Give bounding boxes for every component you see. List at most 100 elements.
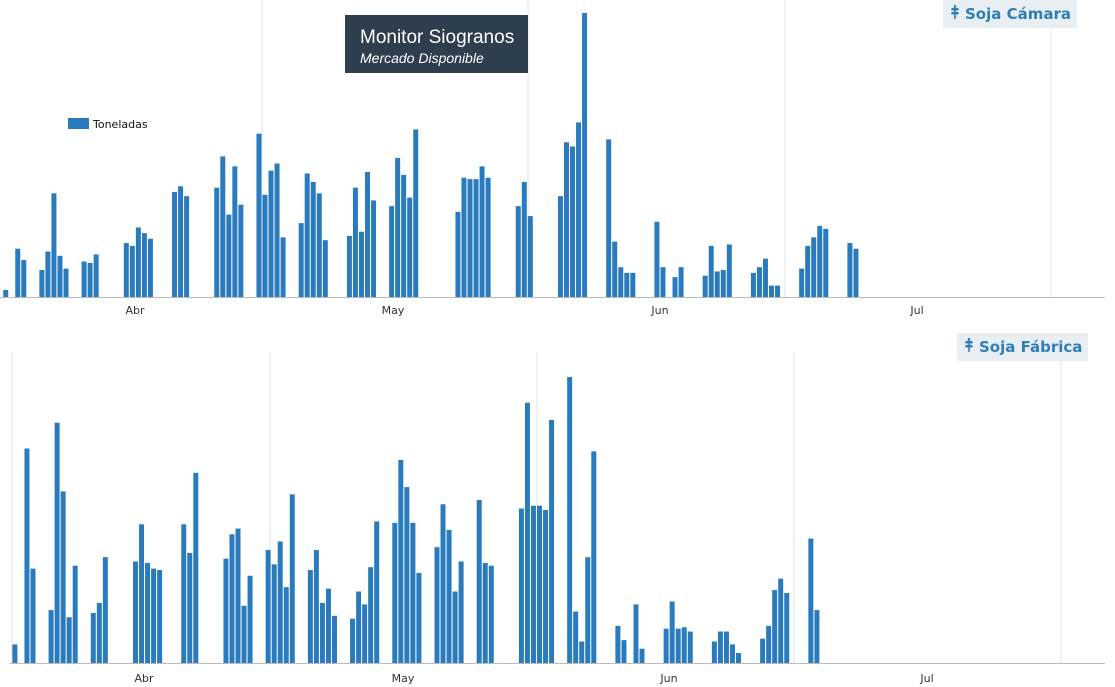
bar[interactable] — [729, 644, 735, 663]
bar[interactable] — [723, 631, 729, 663]
bar[interactable] — [48, 610, 54, 663]
bar[interactable] — [220, 156, 226, 297]
bar[interactable] — [455, 211, 461, 297]
bar[interactable] — [775, 285, 781, 297]
bar[interactable] — [515, 206, 521, 297]
bar[interactable] — [24, 448, 30, 664]
bar[interactable] — [313, 550, 319, 663]
bar[interactable] — [398, 459, 404, 663]
bar[interactable] — [805, 245, 811, 297]
bar[interactable] — [567, 377, 573, 663]
bar[interactable] — [416, 572, 422, 663]
bar[interactable] — [660, 267, 666, 297]
bar[interactable] — [557, 196, 563, 297]
bar[interactable] — [772, 590, 778, 663]
bar[interactable] — [585, 557, 591, 663]
bar[interactable] — [21, 260, 27, 297]
bar[interactable] — [736, 652, 741, 663]
bar[interactable] — [96, 602, 102, 663]
bar[interactable] — [591, 451, 597, 663]
bar[interactable] — [66, 617, 72, 663]
bar[interactable] — [678, 267, 684, 297]
bar[interactable] — [181, 524, 187, 663]
bar[interactable] — [473, 179, 479, 297]
bar[interactable] — [654, 221, 660, 297]
bar[interactable] — [352, 187, 358, 297]
bar[interactable] — [232, 166, 238, 297]
bar[interactable] — [129, 245, 135, 297]
bar[interactable] — [241, 605, 247, 663]
bar[interactable] — [413, 129, 419, 297]
bar[interactable] — [392, 522, 398, 663]
bar[interactable] — [298, 223, 304, 297]
bar[interactable] — [452, 591, 458, 664]
bar[interactable] — [157, 570, 163, 663]
bar[interactable] — [247, 575, 253, 663]
bar[interactable] — [193, 472, 199, 663]
bar[interactable] — [756, 267, 762, 297]
bar[interactable] — [434, 547, 440, 663]
bar[interactable] — [184, 196, 190, 297]
bar[interactable] — [226, 214, 232, 297]
bar[interactable] — [814, 610, 820, 663]
bar[interactable] — [530, 505, 536, 663]
bar[interactable] — [356, 591, 362, 664]
bar[interactable] — [57, 255, 63, 297]
bar[interactable] — [322, 240, 328, 297]
bar[interactable] — [277, 541, 283, 663]
bar[interactable] — [214, 187, 220, 297]
bar[interactable] — [358, 231, 364, 297]
bar[interactable] — [799, 268, 805, 297]
bar[interactable] — [524, 402, 530, 663]
bar[interactable] — [316, 193, 322, 297]
bar[interactable] — [672, 277, 678, 297]
bar[interactable] — [262, 194, 268, 297]
bar[interactable] — [274, 163, 280, 297]
bar[interactable] — [87, 262, 93, 297]
bar[interactable] — [479, 166, 485, 297]
bar[interactable] — [401, 174, 407, 297]
bar[interactable] — [12, 644, 18, 663]
bar[interactable] — [265, 550, 271, 663]
bar[interactable] — [762, 258, 768, 297]
bar[interactable] — [687, 631, 693, 663]
bar[interactable] — [633, 604, 639, 663]
bar[interactable] — [368, 567, 374, 663]
bar[interactable] — [172, 191, 178, 297]
bar[interactable] — [283, 587, 289, 663]
bar[interactable] — [639, 648, 645, 663]
bar[interactable] — [482, 562, 488, 663]
bar[interactable] — [711, 641, 717, 663]
bar[interactable] — [681, 627, 687, 663]
bar[interactable] — [778, 578, 784, 663]
bar[interactable] — [823, 228, 829, 297]
bar[interactable] — [630, 272, 636, 297]
bar[interactable] — [331, 615, 337, 663]
bar[interactable] — [582, 13, 588, 297]
bar[interactable] — [817, 226, 823, 297]
bar[interactable] — [766, 625, 772, 663]
bar[interactable] — [238, 204, 244, 297]
bar[interactable] — [346, 235, 352, 297]
bar[interactable] — [563, 142, 569, 297]
bar[interactable] — [3, 289, 9, 297]
bar[interactable] — [708, 245, 714, 297]
bar[interactable] — [549, 419, 555, 663]
bar[interactable] — [268, 170, 274, 297]
bar[interactable] — [81, 261, 87, 298]
bar[interactable] — [307, 570, 313, 663]
bar[interactable] — [135, 227, 141, 297]
bar[interactable] — [784, 592, 790, 663]
bar[interactable] — [102, 557, 108, 663]
bar[interactable] — [612, 241, 618, 297]
bar[interactable] — [139, 524, 145, 663]
bar[interactable] — [280, 237, 286, 297]
bar[interactable] — [271, 564, 277, 663]
bar[interactable] — [714, 271, 720, 297]
bar[interactable] — [178, 186, 184, 297]
bar[interactable] — [235, 528, 241, 663]
bar[interactable] — [365, 172, 370, 297]
bar[interactable] — [663, 628, 669, 663]
bar[interactable] — [63, 268, 69, 297]
bar[interactable] — [488, 565, 494, 663]
